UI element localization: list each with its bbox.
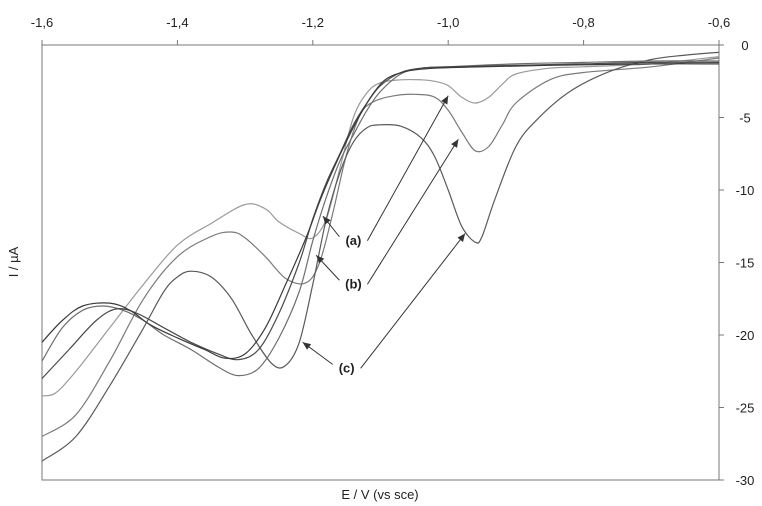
y-tick-label: -30 <box>736 473 755 488</box>
series-line <box>41 63 720 360</box>
annotation-label: (a) <box>345 233 361 248</box>
annotation-arrow <box>366 138 459 285</box>
y-tick-label: -10 <box>736 183 755 198</box>
series-line <box>41 61 720 379</box>
y-tick-label: -20 <box>736 328 755 343</box>
x-axis-ticks: -1,6 -1,4 -1,2 -1,0 -0,8 -0,6 <box>31 15 730 45</box>
x-axis-title: E / V (vs sce) <box>341 487 418 502</box>
y-tick-label: -5 <box>739 111 751 126</box>
series-line <box>41 57 720 438</box>
y-tick-label: -25 <box>736 401 755 416</box>
x-tick-label: -1,6 <box>31 15 53 30</box>
x-tick-label: -1,4 <box>166 15 188 30</box>
x-tick-label: -0,8 <box>572 15 594 30</box>
annotation-arrow <box>322 215 340 238</box>
x-tick-label: -1,0 <box>437 15 459 30</box>
annotation-label: (b) <box>345 276 362 291</box>
x-tick-label: -1,2 <box>302 15 324 30</box>
x-tick-label: -0,6 <box>708 15 730 30</box>
annotation-label: (c) <box>339 360 355 375</box>
y-tick-label: -15 <box>736 256 755 271</box>
y-axis-title: I / µA <box>6 246 21 277</box>
annotation-arrow <box>315 254 340 281</box>
y-tick-label: 0 <box>741 38 748 53</box>
annotation-arrow <box>302 341 333 365</box>
series-line <box>41 56 720 397</box>
series-line <box>41 51 720 462</box>
series-curves <box>41 51 720 462</box>
annotation-arrow <box>366 95 449 241</box>
annotations: (a) (b) (c) <box>302 95 466 375</box>
y-axis-ticks: 0 -5 -10 -15 -20 -25 -30 <box>719 38 754 488</box>
annotation-arrow <box>360 233 466 369</box>
